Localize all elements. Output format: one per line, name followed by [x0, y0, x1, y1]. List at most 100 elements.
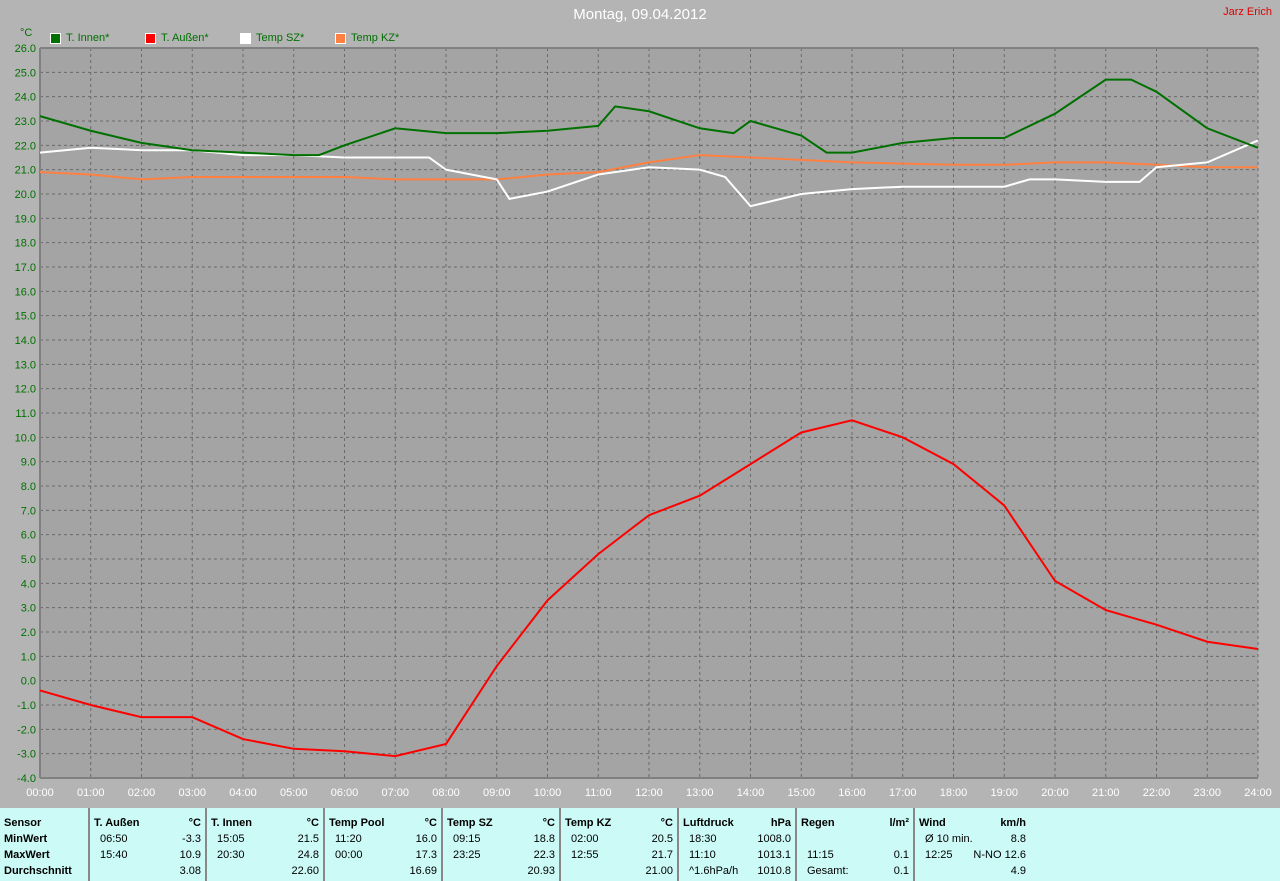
y-tick-label: 2.0: [21, 627, 36, 639]
legend-swatch: [240, 32, 251, 44]
x-tick-label: 07:00: [381, 787, 409, 799]
stats-row: Wind km/h: [915, 815, 1030, 831]
legend-item: Temp SZ*: [240, 32, 304, 44]
y-axis-unit: °C: [20, 27, 33, 39]
stats-cell: 15:40: [100, 849, 128, 861]
y-tick-label: 20.0: [15, 189, 36, 201]
stats-row: 09:15 18.8: [443, 831, 559, 847]
y-tick-label: 7.0: [21, 505, 36, 517]
stats-row: 11:15 0.1: [797, 847, 913, 863]
y-tick-label: 19.0: [15, 213, 36, 225]
stats-row: T. Innen °C: [207, 815, 323, 831]
chart-title: Montag, 09.04.2012: [573, 6, 707, 23]
x-tick-label: 04:00: [229, 787, 257, 799]
legend-label: T. Innen*: [66, 32, 110, 44]
stats-row: Temp SZ °C: [443, 815, 559, 831]
x-tick-label: 19:00: [990, 787, 1018, 799]
y-tick-label: 24.0: [15, 92, 36, 104]
x-tick-label: 16:00: [838, 787, 866, 799]
stats-row: Sensor: [0, 815, 88, 831]
x-tick-label: 03:00: [178, 787, 206, 799]
stats-row: 21.00: [561, 863, 677, 879]
stats-cell: 09:15: [453, 833, 481, 845]
stats-cell: 4.9: [1010, 865, 1026, 877]
stats-column: T. Innen °C 15:05 21.5 20:30 24.8 22.60: [207, 808, 325, 881]
legend-label: T. Außen*: [161, 32, 209, 44]
stats-cell: 0.1: [893, 849, 909, 861]
y-tick-label: 21.0: [15, 165, 36, 177]
stats-row: 20:30 24.8: [207, 847, 323, 863]
x-tick-label: 08:00: [432, 787, 460, 799]
legend-item: T. Innen*: [50, 32, 109, 44]
stats-cell: [211, 863, 217, 879]
stats-column: Sensor MinWert MaxWert Durchschnitt: [0, 808, 90, 881]
y-tick-label: 12.0: [15, 384, 36, 396]
stats-row: 4.9: [915, 863, 1030, 879]
y-tick-label: 4.0: [21, 578, 36, 590]
legend-item: T. Außen*: [145, 32, 209, 44]
y-tick-label: 23.0: [15, 116, 36, 128]
x-tick-label: 05:00: [280, 787, 308, 799]
stats-row: 02:00 20.5: [561, 831, 677, 847]
stats-cell: 1010.8: [757, 865, 791, 877]
stats-row: ^1.6hPa/h 1010.8: [679, 863, 795, 879]
stats-column: Regen l/m² 11:15 0.1 Gesamt: 0.1: [797, 808, 915, 881]
y-tick-label: 22.0: [15, 140, 36, 152]
stats-cell: Durchschnitt: [4, 865, 72, 877]
stats-row: 11:20 16.0: [325, 831, 441, 847]
stats-cell: 12:55: [571, 849, 599, 861]
y-tick-label: 3.0: [21, 603, 36, 615]
stats-cell: T. Außen: [94, 817, 140, 829]
y-tick-label: -1.0: [17, 700, 36, 712]
stats-cell: °C: [306, 817, 319, 829]
y-tick-label: 10.0: [15, 432, 36, 444]
stats-row: MinWert: [0, 831, 88, 847]
y-tick-label: 16.0: [15, 286, 36, 298]
x-tick-label: 01:00: [77, 787, 105, 799]
x-tick-label: 00:00: [26, 787, 54, 799]
stats-cell: MinWert: [4, 833, 48, 845]
stats-cell: 22.60: [291, 865, 319, 877]
stats-cell: 21.7: [651, 849, 673, 861]
x-tick-label: 22:00: [1143, 787, 1171, 799]
series-line-1: [39, 419, 1259, 758]
stats-cell: 11:10: [689, 849, 716, 861]
stats-cell: Luftdruck: [683, 817, 734, 829]
stats-cell: [94, 863, 100, 879]
stats-cell: 02:00: [571, 833, 599, 845]
stats-cell: °C: [542, 817, 555, 829]
x-tick-label: 23:00: [1193, 787, 1221, 799]
stats-column: Wind km/h Ø 10 min. 8.8 12:25 N-NO 12.6 4.9: [915, 808, 1030, 881]
y-tick-label: 15.0: [15, 311, 36, 323]
y-tick-label: 1.0: [21, 651, 36, 663]
stats-cell: Sensor: [4, 817, 42, 829]
stats-row: Ø 10 min. 8.8: [915, 831, 1030, 847]
chart-plot: -4.0 -3.0 -2.0 -1.0 0.0 1.0 2.0 3.0 4.0 5.0 6.0 7.0…: [15, 43, 1272, 799]
stats-cell: 21.5: [297, 833, 319, 845]
x-tick-label: 17:00: [889, 787, 917, 799]
stats-cell: [919, 863, 925, 879]
stats-cell: 18:30: [689, 833, 717, 845]
stats-row: Gesamt: 0.1: [797, 863, 913, 879]
stats-cell: 21.00: [645, 865, 673, 877]
stats-cell: °C: [188, 817, 201, 829]
stats-cell: 15:05: [217, 833, 245, 845]
x-tick-label: 06:00: [331, 787, 359, 799]
y-tick-label: 9.0: [21, 457, 36, 469]
stats-cell: l/m²: [889, 817, 909, 829]
stats-cell: [565, 863, 571, 879]
y-tick-label: 8.0: [21, 481, 36, 493]
stats-row: 12:25 N-NO 12.6: [915, 847, 1030, 863]
stats-cell: -3.3: [182, 833, 201, 845]
stats-column: Temp SZ °C 09:15 18.8 23:25 22.3 20.93: [443, 808, 561, 881]
stats-cell: 8.8: [1010, 833, 1026, 845]
y-tick-label: 13.0: [15, 359, 36, 371]
legend-item: Temp KZ*: [335, 32, 399, 44]
stats-cell: 11:15: [807, 849, 834, 861]
stats-row: 16.69: [325, 863, 441, 879]
stats-row: 22.60: [207, 863, 323, 879]
stats-row: Luftdruck hPa: [679, 815, 795, 831]
stats-row: Temp Pool °C: [325, 815, 441, 831]
stats-cell: 22.3: [533, 849, 555, 861]
stats-cell: 16.0: [415, 833, 437, 845]
